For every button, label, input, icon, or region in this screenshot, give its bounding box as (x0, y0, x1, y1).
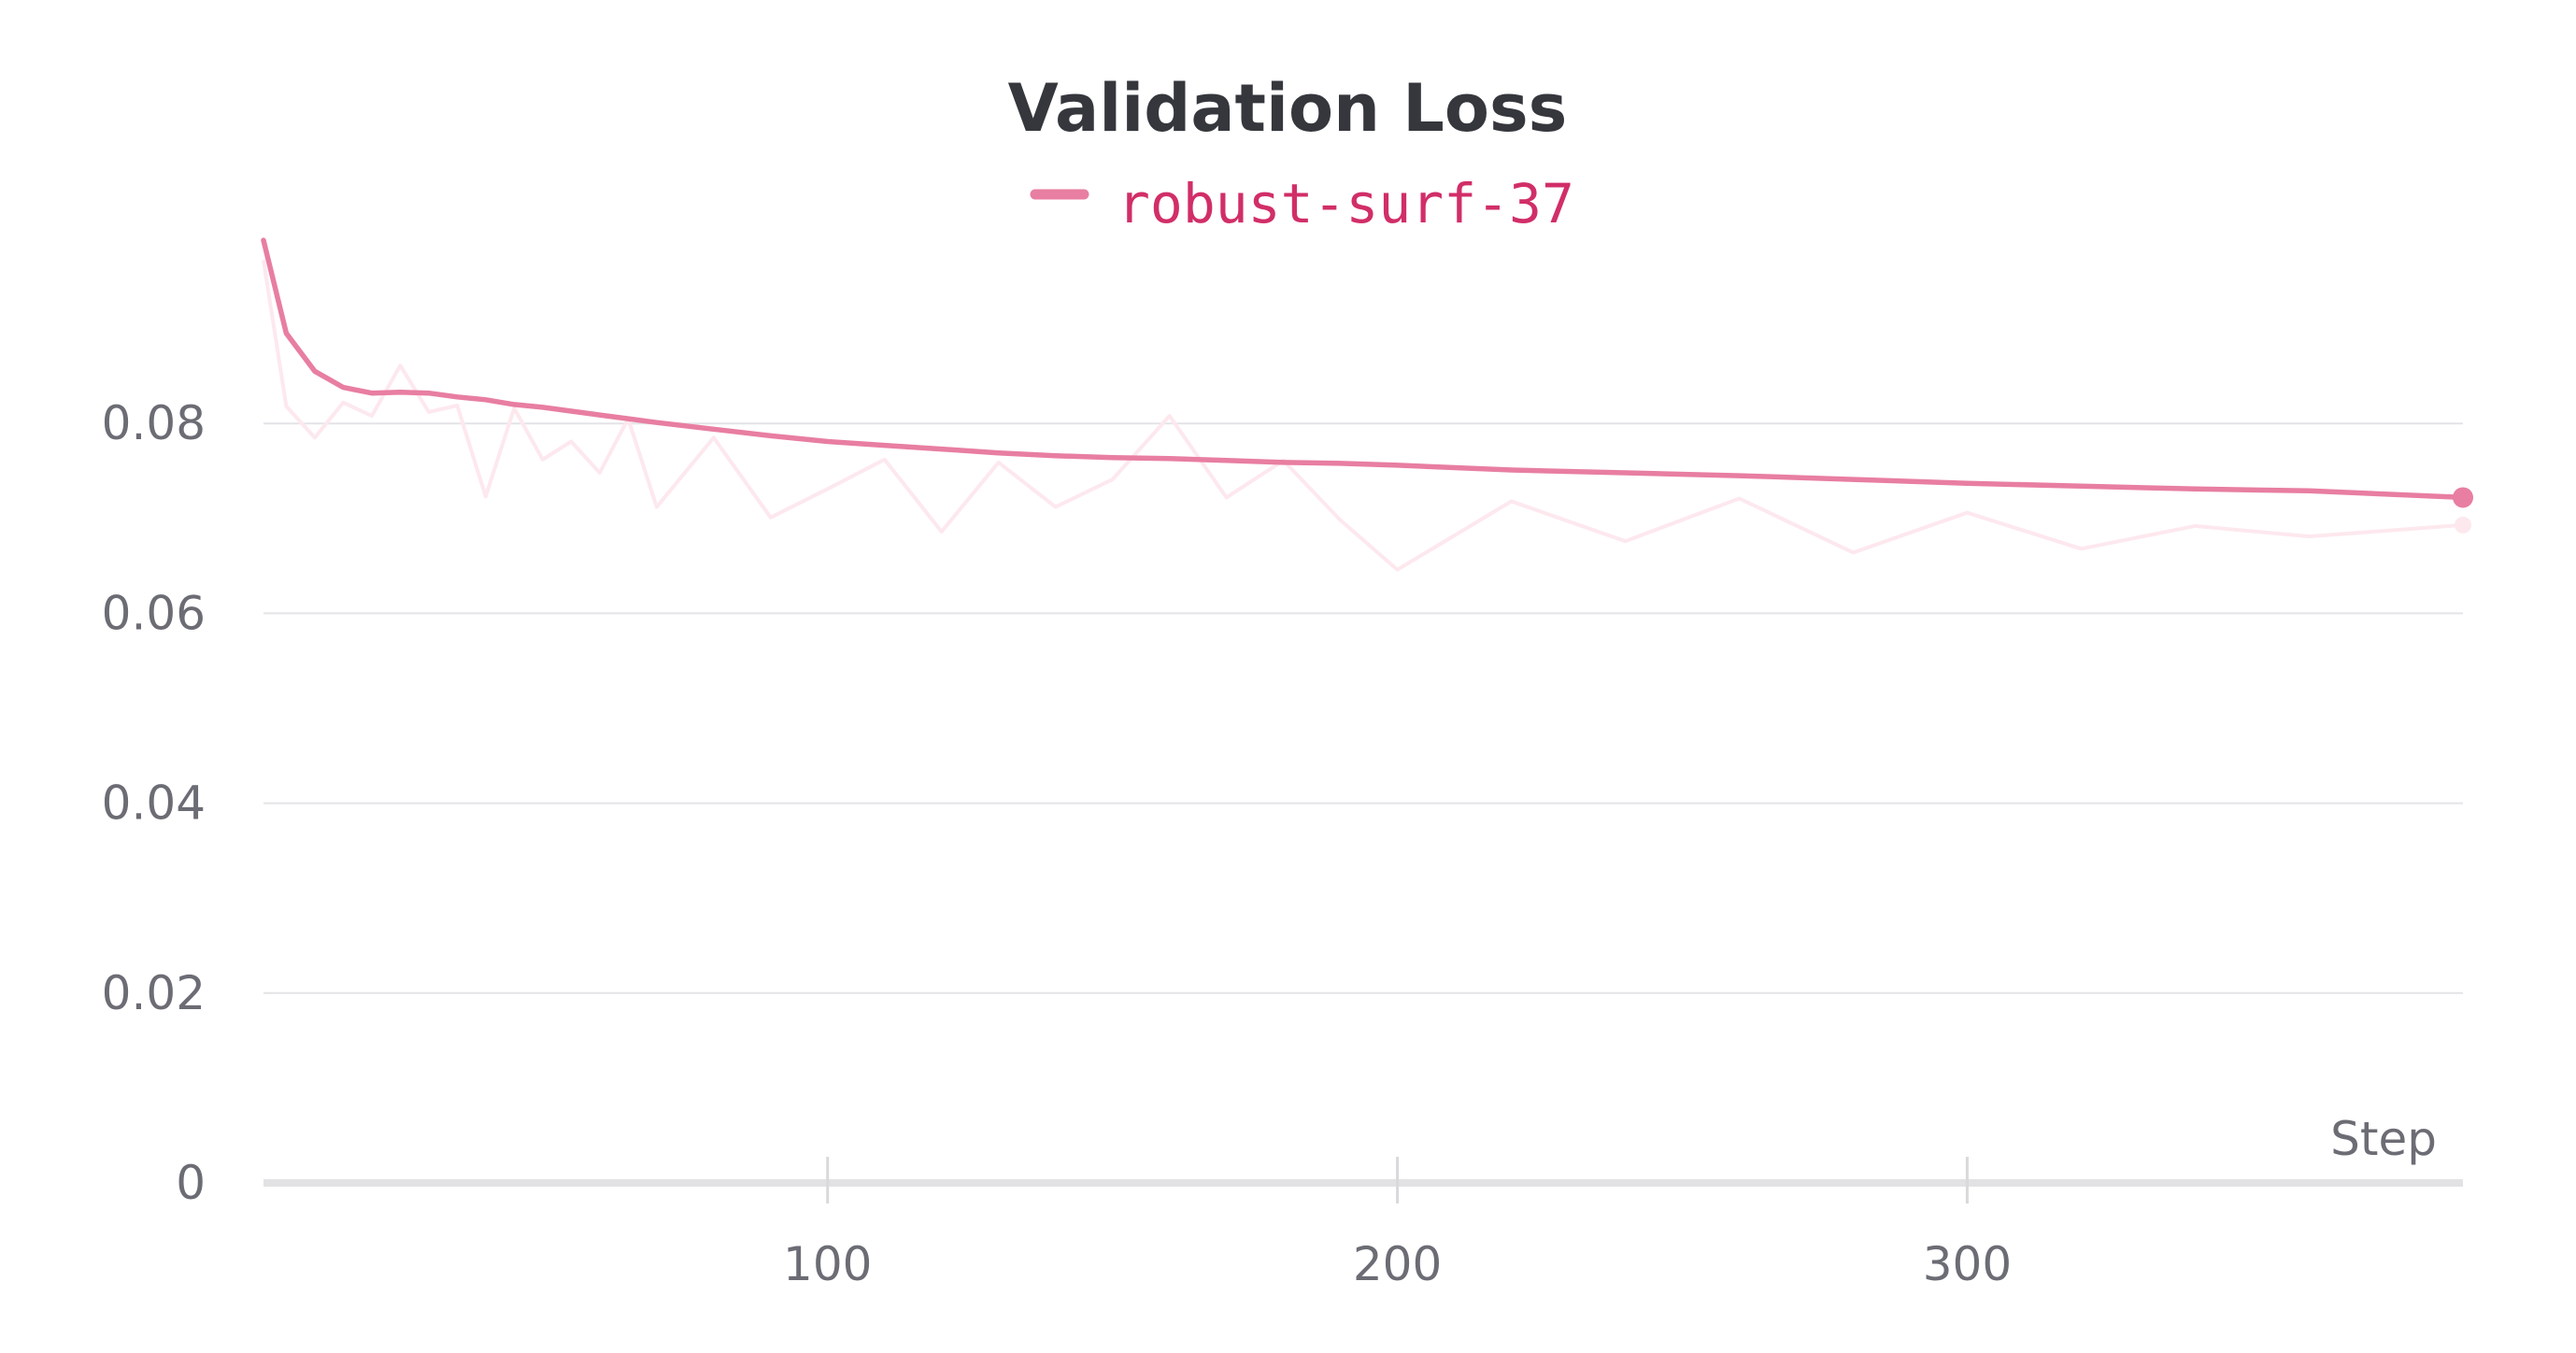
x-axis-ticks: 100 200 300 (783, 1157, 2012, 1291)
y-tick-label: 0.06 (102, 586, 206, 640)
series-end-marker[interactable] (2453, 487, 2473, 508)
gridlines (263, 422, 2463, 994)
series-raw-line (262, 260, 2464, 572)
x-tick-label: 200 (1353, 1237, 1442, 1291)
series-robust-surf-37[interactable] (261, 237, 2473, 572)
x-tick-label: 300 (1923, 1237, 2012, 1291)
legend-label-robust-surf-37: robust-surf-37 (1117, 172, 1574, 235)
y-axis-ticks: 0 0.02 0.04 0.06 0.08 (102, 396, 206, 1210)
chart-title: Validation Loss (1008, 70, 1568, 147)
y-tick-label: 0.02 (102, 966, 206, 1020)
series-raw-end-marker (2455, 516, 2471, 534)
series-smoothed-line[interactable] (261, 237, 2466, 501)
legend[interactable]: robust-surf-37 (1030, 172, 1574, 235)
y-tick-label: 0.08 (102, 396, 206, 450)
x-axis-label: Step (2330, 1112, 2437, 1166)
x-tick-label: 100 (783, 1237, 872, 1291)
y-tick-label: 0 (176, 1156, 206, 1210)
y-tick-label: 0.04 (102, 776, 206, 831)
